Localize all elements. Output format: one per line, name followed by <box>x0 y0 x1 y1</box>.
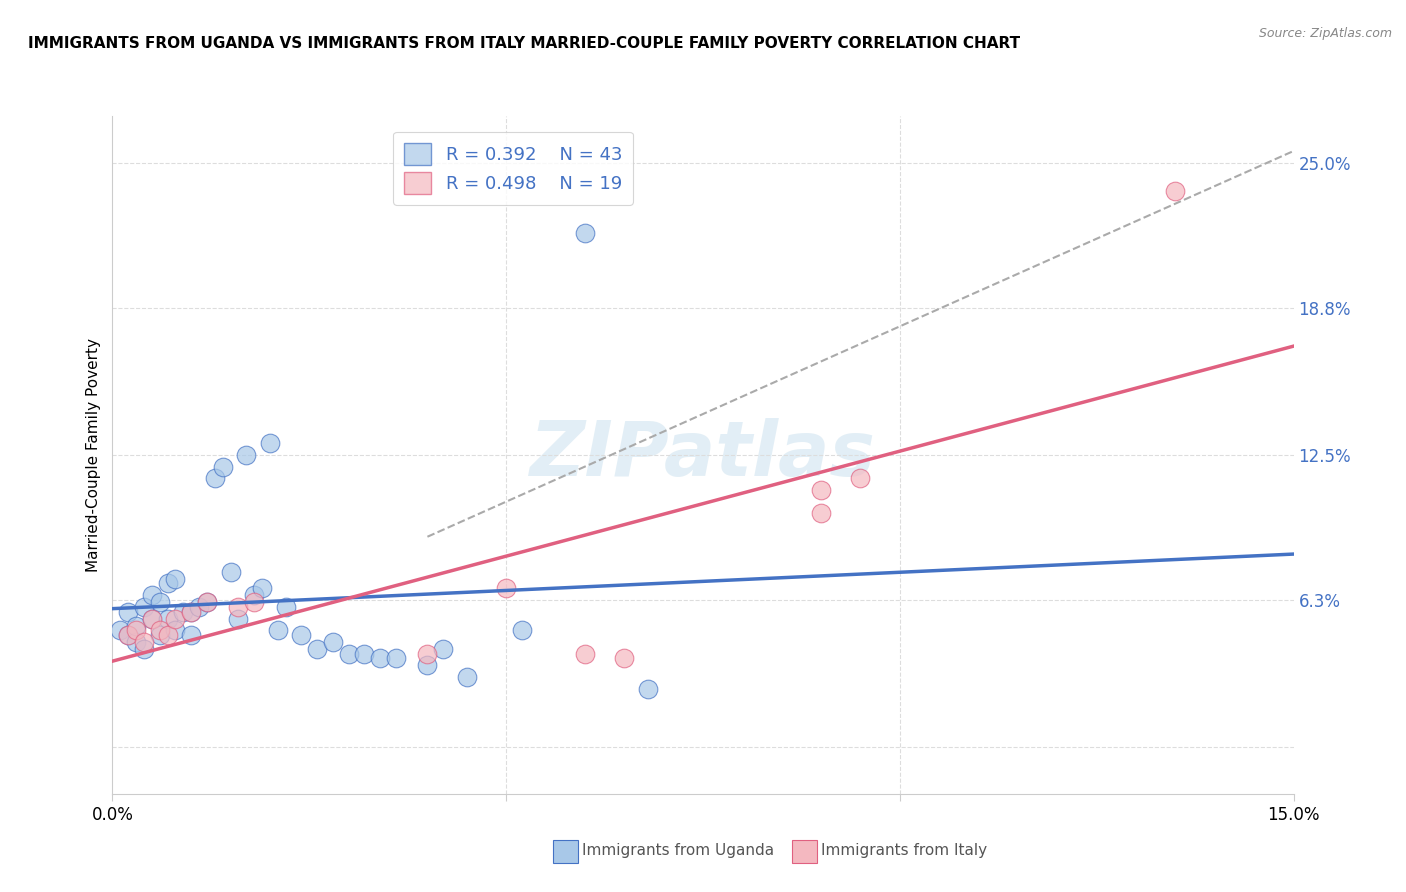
Point <box>132 599 155 614</box>
Point <box>125 635 148 649</box>
Point <box>132 635 155 649</box>
Point <box>188 599 211 614</box>
Point <box>574 647 596 661</box>
Point <box>211 459 233 474</box>
Point <box>510 624 533 638</box>
Text: Source: ZipAtlas.com: Source: ZipAtlas.com <box>1258 27 1392 40</box>
Point <box>117 628 139 642</box>
Point <box>243 595 266 609</box>
Point <box>1164 184 1187 198</box>
Text: IMMIGRANTS FROM UGANDA VS IMMIGRANTS FROM ITALY MARRIED-COUPLE FAMILY POVERTY CO: IMMIGRANTS FROM UGANDA VS IMMIGRANTS FRO… <box>28 36 1021 51</box>
Point <box>165 572 187 586</box>
Point <box>149 595 172 609</box>
Point <box>849 471 872 485</box>
Point <box>141 611 163 625</box>
Text: Immigrants from Italy: Immigrants from Italy <box>821 844 987 858</box>
Point <box>156 611 179 625</box>
Point <box>141 611 163 625</box>
Point <box>456 670 478 684</box>
Point <box>132 642 155 657</box>
Point <box>110 624 132 638</box>
Point <box>353 647 375 661</box>
Text: ZIPatlas: ZIPatlas <box>530 418 876 491</box>
Point <box>243 588 266 602</box>
Point <box>290 628 312 642</box>
Point <box>195 595 218 609</box>
Point <box>574 226 596 240</box>
Point <box>149 628 172 642</box>
Point <box>149 624 172 638</box>
Point <box>368 651 391 665</box>
Point <box>125 618 148 632</box>
Point <box>337 647 360 661</box>
Point <box>259 436 281 450</box>
Point <box>267 624 290 638</box>
Point <box>274 599 297 614</box>
Point <box>180 605 202 619</box>
Point <box>156 576 179 591</box>
Point <box>117 605 139 619</box>
Point <box>307 642 329 657</box>
Point <box>385 651 408 665</box>
Point <box>416 647 439 661</box>
Point <box>250 581 273 595</box>
Point <box>195 595 218 609</box>
Point <box>228 599 250 614</box>
Text: Immigrants from Uganda: Immigrants from Uganda <box>582 844 775 858</box>
Point <box>180 605 202 619</box>
Point <box>172 605 194 619</box>
Point <box>810 483 832 497</box>
Point <box>117 628 139 642</box>
Point <box>141 588 163 602</box>
Legend: R = 0.392    N = 43, R = 0.498    N = 19: R = 0.392 N = 43, R = 0.498 N = 19 <box>394 132 633 204</box>
Point <box>416 658 439 673</box>
Point <box>165 611 187 625</box>
Point <box>228 611 250 625</box>
Point <box>219 565 242 579</box>
Point <box>495 581 517 595</box>
Point <box>125 624 148 638</box>
Point <box>322 635 344 649</box>
Point <box>810 507 832 521</box>
Point <box>432 642 454 657</box>
Point <box>637 681 659 696</box>
Point <box>156 628 179 642</box>
Point <box>204 471 226 485</box>
Point <box>235 448 257 462</box>
Point <box>165 624 187 638</box>
Point <box>180 628 202 642</box>
Point <box>613 651 636 665</box>
Y-axis label: Married-Couple Family Poverty: Married-Couple Family Poverty <box>86 338 101 572</box>
